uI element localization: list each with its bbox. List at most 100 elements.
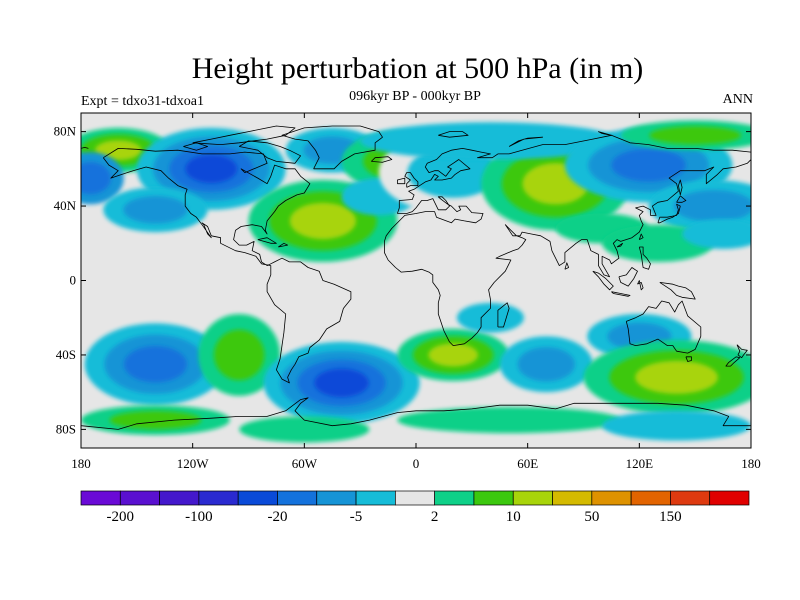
coastline — [638, 233, 644, 240]
lon-tick-label: 60W — [292, 456, 318, 471]
coastline — [659, 282, 696, 300]
experiment-label: Expt = tdxo31-tdxoa1 — [81, 94, 204, 109]
coastline — [678, 179, 683, 195]
coastline — [81, 147, 89, 149]
field-contour-region — [517, 347, 575, 382]
colorbar-box — [670, 490, 711, 506]
coastline — [592, 270, 614, 291]
colorbar-label: -200 — [107, 509, 135, 525]
field-contour-region — [611, 148, 686, 182]
lat-tick-label: 80N — [54, 124, 77, 139]
coastline — [611, 291, 631, 297]
lon-tick-label: 0 — [413, 456, 420, 471]
field-contour-region — [185, 154, 238, 184]
field-contour-region — [407, 147, 500, 198]
colorbar-label: -20 — [267, 509, 287, 525]
coastline — [371, 156, 393, 163]
field-contour-region — [397, 407, 621, 434]
field-contour-region — [213, 329, 265, 381]
lon-tick-label: 120E — [626, 456, 654, 471]
lat-tick-label: 0 — [70, 273, 77, 288]
map-title: Height perturbation at 500 hPa (in m) — [191, 52, 644, 85]
coastline — [397, 134, 751, 214]
lon-tick-label: 180 — [741, 456, 761, 471]
colorbar-box — [630, 490, 671, 506]
lon-tick-label: 120W — [177, 456, 210, 471]
colorbar-box — [355, 490, 396, 506]
coastline — [616, 242, 623, 248]
lat-tick-label: 80S — [56, 421, 76, 436]
colorbar-box — [395, 490, 435, 506]
colorbar-box — [80, 490, 121, 506]
field-contour-region — [602, 410, 751, 441]
colorbar-box — [434, 490, 475, 506]
coastline — [685, 356, 692, 362]
coastline — [192, 125, 296, 145]
lon-tick-label: 60E — [517, 456, 538, 471]
coastline — [657, 203, 681, 224]
colorbar-box — [277, 490, 318, 506]
lat-tick-label: 40S — [56, 347, 76, 362]
lat-tick-label: 40N — [54, 198, 77, 213]
colorbar-box — [512, 490, 553, 506]
axis-layer: 80N 40N 0 40S 80S 180 120W 60W 0 60E 120E 180 — [54, 113, 761, 471]
coastline-layer — [81, 125, 751, 430]
coastline — [278, 242, 288, 248]
coastline — [438, 131, 469, 138]
coastline — [736, 344, 748, 359]
colorbar: -200 -100 -20 -5 2 10 50 150 — [80, 490, 750, 525]
coastline — [102, 148, 352, 384]
coastline — [508, 136, 543, 147]
field-contour-region — [81, 162, 111, 195]
coastline — [183, 142, 208, 151]
colorbar-label: 2 — [431, 509, 439, 525]
colorbar-label: 150 — [659, 509, 682, 525]
coastline — [676, 195, 687, 203]
map-subtitle: 096kyr BP - 000kyr BP — [349, 89, 481, 104]
colorbar-box — [119, 490, 160, 506]
coastline — [257, 237, 277, 244]
field-contour-region — [123, 196, 188, 224]
coastline — [497, 302, 510, 328]
colorbar-label: -5 — [350, 509, 363, 525]
coastline — [564, 262, 569, 270]
field-contour-region — [635, 360, 718, 394]
colorbar-label: -100 — [185, 509, 213, 525]
field-contour-region — [428, 343, 479, 367]
field-contour-region — [456, 302, 524, 333]
colorbar-box — [591, 490, 632, 506]
colorbar-box — [709, 490, 750, 506]
colorbar-box — [237, 490, 278, 506]
colorbar-label: 10 — [506, 509, 521, 525]
season-label: ANN — [722, 92, 753, 107]
field-contour-region — [673, 190, 751, 223]
coastline — [81, 397, 751, 430]
colorbar-box — [159, 490, 200, 506]
coastline — [281, 125, 383, 170]
field-contour-region — [649, 126, 741, 145]
lon-tick-label: 180 — [71, 456, 91, 471]
height-field-layer — [81, 120, 751, 443]
colorbar-box — [316, 490, 357, 506]
field-contour-region — [124, 346, 187, 383]
field-contour-region — [289, 202, 357, 240]
coastline — [397, 177, 406, 185]
coastline — [404, 172, 419, 188]
coastline — [384, 159, 751, 346]
field-contour-region — [109, 410, 202, 430]
coastline — [638, 246, 651, 270]
coastline — [618, 267, 638, 287]
field-contour-region — [239, 416, 370, 443]
field-contour-region — [682, 219, 751, 249]
field-contour-region — [360, 122, 621, 160]
coastline — [238, 140, 301, 164]
coastline — [637, 280, 644, 291]
coastline — [598, 131, 612, 136]
coastline — [725, 356, 741, 367]
colorbar-label: 50 — [584, 509, 599, 525]
colorbar-box — [473, 490, 514, 506]
colorbar-box — [552, 490, 593, 506]
coastline — [625, 300, 702, 354]
field-contour-region — [314, 368, 369, 398]
